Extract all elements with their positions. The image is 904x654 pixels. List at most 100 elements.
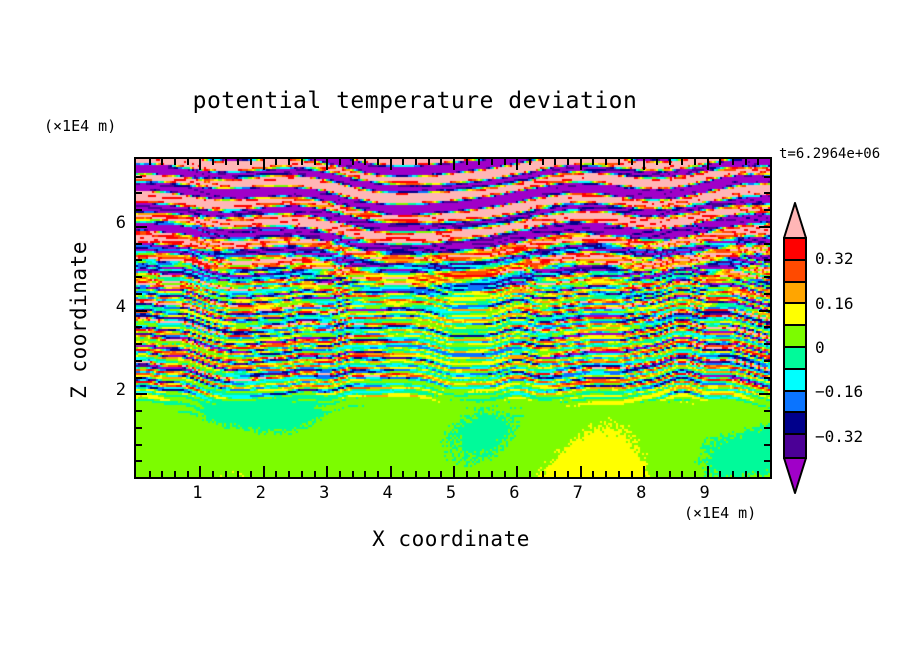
axis-tick <box>541 159 544 165</box>
axis-tick <box>764 242 770 245</box>
x-tick-label: 8 <box>636 483 647 503</box>
axis-tick <box>503 159 506 165</box>
axis-tick <box>174 159 177 165</box>
axis-tick <box>630 159 633 165</box>
colorbar-tick-label: −0.16 <box>815 382 864 402</box>
axis-tick <box>453 159 455 170</box>
x-axis-title: X coordinate <box>372 527 530 551</box>
axis-tick <box>764 292 770 295</box>
x-tick-label: 7 <box>572 483 583 503</box>
colorbar-tick-label: 0.32 <box>815 249 854 269</box>
axis-tick <box>655 159 658 165</box>
y-tick-label: 6 <box>115 212 126 233</box>
axis-tick <box>288 159 291 165</box>
colorbar-bottom-arrow-icon <box>783 457 807 494</box>
axis-tick <box>148 471 151 477</box>
colorbar-band <box>785 260 805 283</box>
axis-tick <box>414 159 417 165</box>
x-tick-label: 6 <box>509 483 520 503</box>
axis-tick <box>136 175 142 178</box>
colorbar-top-arrow-icon <box>783 202 807 239</box>
colorbar-tick-label: 0.16 <box>815 293 854 313</box>
axis-tick <box>313 159 316 165</box>
axis-tick <box>199 466 202 477</box>
axis-tick <box>592 159 595 165</box>
axis-tick <box>529 471 532 477</box>
axis-tick <box>364 159 367 165</box>
axis-tick <box>212 471 215 477</box>
axis-tick <box>764 209 770 212</box>
axis-tick <box>300 159 303 165</box>
axis-tick <box>681 471 684 477</box>
axis-tick <box>693 159 696 165</box>
axis-tick <box>764 259 770 262</box>
axis-tick <box>503 471 506 477</box>
page-title: potential temperature deviation <box>192 88 638 114</box>
axis-tick <box>554 159 557 165</box>
colorbar-band <box>785 435 805 457</box>
x-tick-label: 2 <box>255 483 266 503</box>
axis-tick <box>491 471 494 477</box>
axis-tick <box>731 159 734 165</box>
axis-tick <box>478 159 481 165</box>
axis-tick <box>136 410 142 413</box>
axis-tick <box>605 471 608 477</box>
axis-tick <box>338 471 341 477</box>
colorbar-tick-label: 0 <box>815 338 825 357</box>
axis-tick <box>465 471 468 477</box>
axis-tick <box>554 471 557 477</box>
axis-tick <box>719 471 722 477</box>
axis-tick <box>136 326 142 329</box>
axis-tick <box>136 276 142 279</box>
axis-tick <box>136 343 142 346</box>
axis-tick <box>275 159 278 165</box>
axis-tick <box>136 209 142 212</box>
axis-tick <box>237 471 240 477</box>
axis-tick <box>706 159 709 170</box>
axis-tick <box>136 292 142 295</box>
axis-tick <box>414 471 417 477</box>
axis-tick <box>136 242 142 245</box>
axis-tick <box>529 159 532 165</box>
axis-tick <box>764 276 770 279</box>
axis-tick <box>250 471 253 477</box>
axis-tick <box>136 259 142 262</box>
axis-tick <box>516 159 519 170</box>
axis-tick <box>516 466 519 477</box>
axis-tick <box>161 159 164 165</box>
axis-tick <box>136 309 147 312</box>
axis-tick <box>313 471 316 477</box>
x-tick-label: 4 <box>382 483 393 503</box>
axis-tick <box>764 460 770 463</box>
axis-tick <box>199 159 202 170</box>
axis-tick <box>693 471 696 477</box>
axis-tick <box>731 471 734 477</box>
y-axis-title: Z coordinate <box>67 241 91 399</box>
colorbar-tick-label: −0.32 <box>815 426 864 446</box>
axis-tick <box>617 471 620 477</box>
colorbar-band <box>785 347 805 370</box>
axis-tick <box>148 159 151 165</box>
axis-tick <box>643 466 646 477</box>
axis-tick <box>136 443 142 446</box>
axis-tick <box>326 159 329 170</box>
axis-tick <box>668 159 671 165</box>
axis-tick <box>478 471 481 477</box>
axis-tick <box>764 359 770 362</box>
axis-tick <box>326 466 329 477</box>
plot-area <box>134 157 772 479</box>
axis-tick <box>491 159 494 165</box>
axis-tick <box>605 159 608 165</box>
axis-tick <box>402 159 405 165</box>
axis-tick <box>764 443 770 446</box>
y-axis-unit-label: (×1E4 m) <box>44 117 117 135</box>
axis-tick <box>351 471 354 477</box>
axis-tick <box>744 471 747 477</box>
colorbar-band <box>785 391 805 414</box>
colorbar-band <box>785 413 805 436</box>
contour-field-canvas <box>136 159 770 477</box>
y-tick-label: 4 <box>115 296 126 317</box>
x-axis-unit-label: (×1E4 m) <box>684 504 757 522</box>
axis-tick <box>174 471 177 477</box>
